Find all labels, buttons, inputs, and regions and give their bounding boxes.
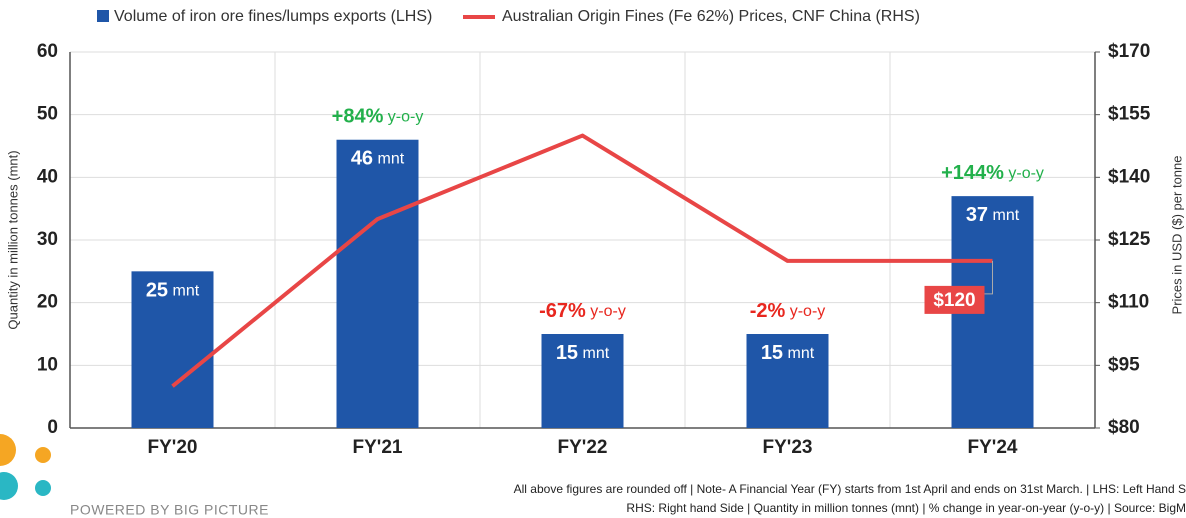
y-tick-label: 0	[47, 417, 58, 438]
bar	[541, 334, 624, 428]
y2-tick-label: $155	[1108, 104, 1151, 125]
price-line	[171, 133, 993, 388]
logo	[35, 480, 51, 496]
y2-tick-label: $140	[1108, 166, 1150, 187]
note: RHS: Right hand Side | Quantity in milli…	[626, 501, 1186, 515]
x-tick-label: FY'23	[763, 437, 813, 458]
logo	[35, 447, 51, 463]
bar-value-label: 37 mnt	[966, 204, 1020, 226]
y-tick-label: 50	[37, 104, 58, 125]
price-label: $120	[933, 290, 975, 311]
legend-label: Australian Origin Fines (Fe 62%) Prices,…	[502, 8, 920, 25]
y-tick-label: 40	[37, 166, 58, 187]
y2-tick-label: $110	[1108, 292, 1149, 313]
y-tick-label: 20	[37, 292, 58, 313]
bar	[131, 271, 214, 428]
note: All above figures are rounded off | Note…	[514, 482, 1186, 496]
change-label: -67% y-o-y	[539, 300, 626, 322]
bar-value-label: 15 mnt	[556, 342, 610, 364]
y2-tick-label: $125	[1108, 229, 1151, 250]
y2-tick-label: $80	[1108, 417, 1140, 438]
x-tick-label: FY'24	[968, 437, 1018, 458]
legend-label: Volume of iron ore fines/lumps exports (…	[114, 8, 432, 25]
bar	[336, 139, 419, 428]
credit: POWERED BY BIG PICTURE	[70, 502, 269, 518]
y-tick-label: 30	[37, 229, 58, 250]
change-label: -2% y-o-y	[750, 300, 826, 322]
legend-swatch-bar	[97, 10, 109, 22]
bar-value-label: 46 mnt	[351, 148, 405, 170]
y2-tick-label: $170	[1108, 41, 1150, 62]
price-label-box	[924, 285, 985, 314]
bar-value-label: 25 mnt	[146, 280, 200, 302]
change-label: +144% y-o-y	[941, 162, 1044, 184]
x-tick-label: FY'22	[558, 437, 608, 458]
y-tick-label: 60	[37, 41, 58, 62]
y-tick-label: 10	[37, 354, 58, 375]
x-tick-label: FY'21	[353, 437, 403, 458]
bar	[746, 334, 829, 428]
y2-axis-label: Prices in USD ($) per tonne	[1169, 156, 1184, 315]
change-label: +84% y-o-y	[332, 106, 424, 128]
bar-value-label: 15 mnt	[761, 342, 815, 364]
y2-tick-label: $95	[1108, 354, 1140, 375]
x-tick-label: FY'20	[148, 437, 198, 458]
logo	[0, 434, 16, 466]
label-connector	[984, 260, 993, 295]
y-axis-label: Quantity in million tonnes (mnt)	[5, 150, 20, 329]
logo	[0, 472, 18, 500]
